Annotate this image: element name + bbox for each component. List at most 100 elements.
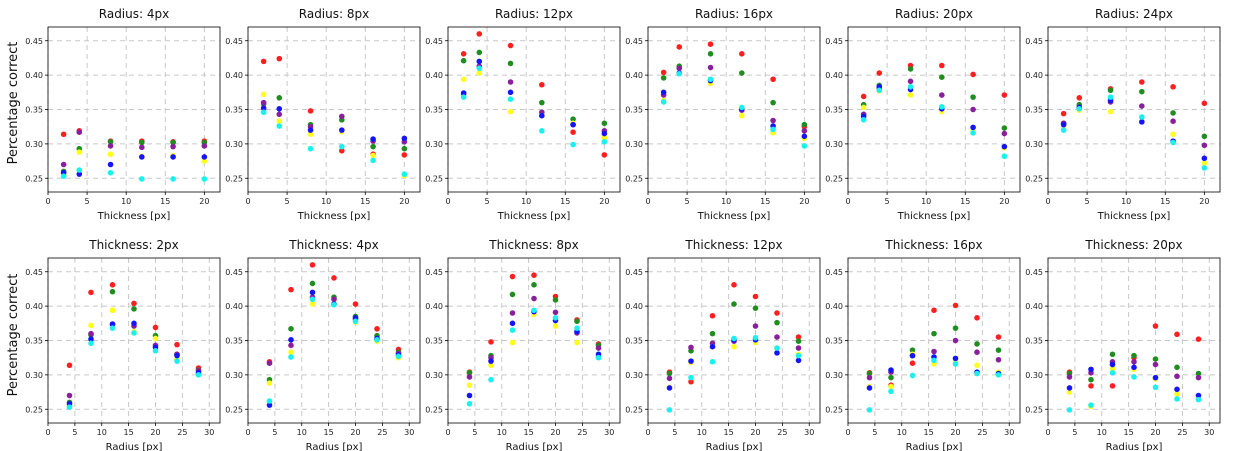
data-point — [152, 348, 159, 354]
data-point — [107, 143, 114, 149]
y-tick-label: 0.35 — [425, 106, 443, 115]
data-point — [539, 112, 545, 119]
data-point — [770, 117, 776, 124]
data-point — [1060, 110, 1067, 117]
axes-frame — [447, 257, 621, 424]
data-point — [570, 121, 576, 128]
x-tick-label: 0 — [1045, 197, 1050, 206]
data-point — [260, 109, 267, 116]
x-tick-label: 20 — [599, 197, 609, 206]
subplot-title: Thickness: 16px — [884, 238, 982, 252]
x-axis-label: Thickness [px] — [697, 211, 771, 222]
data-point — [907, 92, 914, 98]
x-tick-label: 0 — [245, 428, 250, 437]
data-point — [539, 128, 545, 134]
data-point — [66, 362, 73, 369]
data-point — [1066, 374, 1073, 380]
x-tick-label: 0 — [645, 197, 650, 206]
data-point — [974, 315, 980, 321]
data-point — [552, 309, 559, 316]
data-point — [288, 342, 294, 349]
x-tick-label: 5 — [685, 197, 690, 206]
y-tick-label: 0.35 — [825, 337, 843, 346]
data-point — [752, 305, 759, 311]
data-point — [1131, 352, 1137, 359]
data-point — [466, 400, 473, 407]
data-point — [288, 337, 294, 343]
x-tick-label: 5 — [272, 428, 277, 437]
data-point — [1201, 165, 1208, 171]
data-point — [974, 370, 980, 377]
data-point — [88, 289, 94, 296]
data-point — [866, 370, 873, 377]
data-point — [60, 161, 67, 168]
data-point — [309, 262, 316, 268]
data-point — [707, 51, 714, 57]
data-point — [660, 75, 667, 81]
data-point — [888, 388, 894, 395]
data-point — [1170, 118, 1176, 124]
data-point — [395, 353, 402, 360]
data-point — [1174, 373, 1180, 380]
data-point — [76, 149, 83, 155]
data-point — [309, 296, 316, 303]
data-point — [1201, 142, 1208, 149]
y-tick-label: 0.30 — [25, 371, 43, 380]
data-point — [466, 374, 473, 380]
data-point — [676, 70, 683, 77]
data-point — [107, 169, 114, 176]
data-point — [1001, 130, 1008, 137]
data-point — [309, 289, 316, 296]
subplot: 0 5 10 15 20 25 30 0.25 0.30 0.35 0.40 0.45 Thicknes… — [625, 238, 821, 451]
data-point — [466, 382, 473, 388]
data-point — [739, 104, 745, 111]
data-point — [476, 31, 483, 37]
data-point — [676, 44, 683, 50]
x-tick-label: 5 — [672, 428, 677, 437]
data-point — [509, 291, 516, 298]
axes-frame — [647, 26, 821, 193]
x-tick-label: 10 — [1121, 197, 1131, 206]
data-point — [201, 176, 208, 182]
x-axis-label: Thickness [px] — [297, 211, 371, 222]
data-point — [195, 372, 202, 378]
data-point — [801, 121, 808, 128]
data-point — [752, 293, 759, 300]
x-tick-label: 5 — [72, 428, 77, 437]
x-tick-label: 25 — [977, 428, 987, 437]
data-point — [307, 131, 314, 138]
x-tick-label: 5 — [1072, 428, 1077, 437]
y-tick-label: 0.40 — [425, 71, 443, 80]
data-point — [595, 345, 602, 351]
data-point — [1066, 389, 1073, 395]
y-tick-label: 0.40 — [825, 71, 843, 80]
data-point — [888, 367, 894, 373]
data-point — [352, 318, 359, 325]
x-tick-label: 20 — [350, 428, 360, 437]
data-point — [707, 64, 714, 71]
y-tick-label: 0.40 — [225, 71, 243, 80]
x-tick-label: 20 — [999, 197, 1009, 206]
data-point — [88, 322, 94, 329]
data-point — [1152, 323, 1159, 329]
axes-frame — [647, 257, 821, 424]
subplot: 0 5 10 15 20 0.25 0.30 0.35 0.40 0.45 Radius: 4px T… — [25, 7, 221, 222]
data-point — [260, 58, 267, 65]
data-point — [401, 145, 408, 152]
y-tick-label: 0.35 — [1025, 106, 1043, 115]
data-point — [1001, 153, 1008, 160]
data-point — [509, 320, 516, 327]
data-point — [531, 282, 537, 288]
subplot-title: Thickness: 20px — [1084, 238, 1182, 252]
data-point — [770, 126, 776, 133]
data-point — [531, 272, 537, 278]
y-tick-label: 0.35 — [625, 337, 643, 346]
data-point — [907, 66, 914, 72]
data-point — [931, 348, 937, 355]
y-tick-label: 0.45 — [625, 268, 643, 277]
data-point — [860, 93, 867, 100]
x-tick-label: 15 — [524, 428, 534, 437]
y-tick-label: 0.25 — [225, 405, 243, 414]
x-tick-label: 30 — [604, 428, 614, 437]
data-point — [731, 301, 737, 307]
